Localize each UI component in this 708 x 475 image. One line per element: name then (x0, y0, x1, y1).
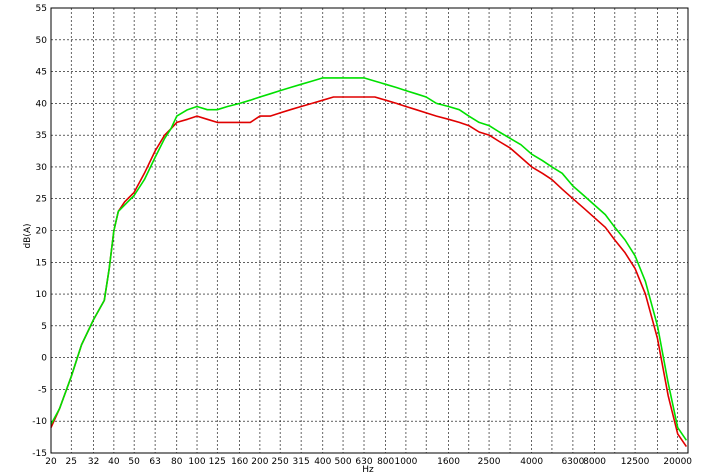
y-tick-label: 20 (36, 227, 48, 237)
y-tick-label: 30 (36, 163, 48, 173)
x-tick-label: 250 (272, 457, 289, 467)
x-tick-label: 40 (108, 457, 120, 467)
series-layer (50, 77, 688, 448)
y-tick-label: 50 (36, 36, 48, 46)
y-tick-label: -15 (32, 449, 47, 459)
y-tick-label: -5 (38, 385, 47, 395)
x-tick-label: 800 (377, 457, 394, 467)
x-tick-label: 160 (231, 457, 248, 467)
y-tick-labels: -15 -10 -5 0 5 10 15 20 25 30 35 40 45 50 55 (32, 4, 47, 459)
y-tick-label: 15 (36, 258, 47, 268)
x-tick-label: 50 (128, 457, 140, 467)
x-tick-label: 125 (209, 457, 226, 467)
x-tick-label: 4000 (520, 457, 543, 467)
x-tick-label: 2500 (478, 457, 501, 467)
x-tick-label: 20 (45, 457, 57, 467)
x-tick-label: 12500 (621, 457, 650, 467)
x-tick-label: 80 (171, 457, 183, 467)
series-2-line (50, 77, 688, 441)
x-axis-label: Hz (362, 465, 374, 475)
y-tick-label: 5 (41, 322, 47, 332)
x-tick-label: 315 (293, 457, 310, 467)
x-tick-label: 25 (66, 457, 77, 467)
x-tick-label: 6300 (561, 457, 584, 467)
y-tick-label: 25 (36, 195, 47, 205)
series-1-line (50, 96, 688, 448)
y-tick-label: 10 (36, 290, 48, 300)
x-tick-label: 1000 (394, 457, 417, 467)
y-tick-label: 45 (36, 68, 47, 78)
y-tick-label: 35 (36, 131, 47, 141)
plot-frame (50, 7, 689, 454)
y-tick-label: 40 (36, 99, 48, 109)
x-tick-label: 630 (355, 457, 372, 467)
y-axis-label: dB(A) (23, 223, 33, 248)
x-tick-label: 100 (188, 457, 205, 467)
x-tick-label: 20000 (663, 457, 692, 467)
x-tick-label: 500 (334, 457, 351, 467)
x-tick-label: 63 (149, 457, 160, 467)
x-tick-labels: 20 25 32 40 50 63 80 100 125 160 200 250 315 400 500 63… (45, 457, 692, 467)
x-tick-label: 8000 (583, 457, 606, 467)
y-tick-label: 0 (41, 354, 47, 364)
x-tick-label: 32 (88, 457, 99, 467)
x-tick-label: 200 (251, 457, 268, 467)
x-tick-label: 1600 (437, 457, 460, 467)
y-tick-label: -10 (32, 417, 47, 427)
x-tick-label: 400 (314, 457, 331, 467)
y-tick-label: 55 (36, 4, 47, 14)
